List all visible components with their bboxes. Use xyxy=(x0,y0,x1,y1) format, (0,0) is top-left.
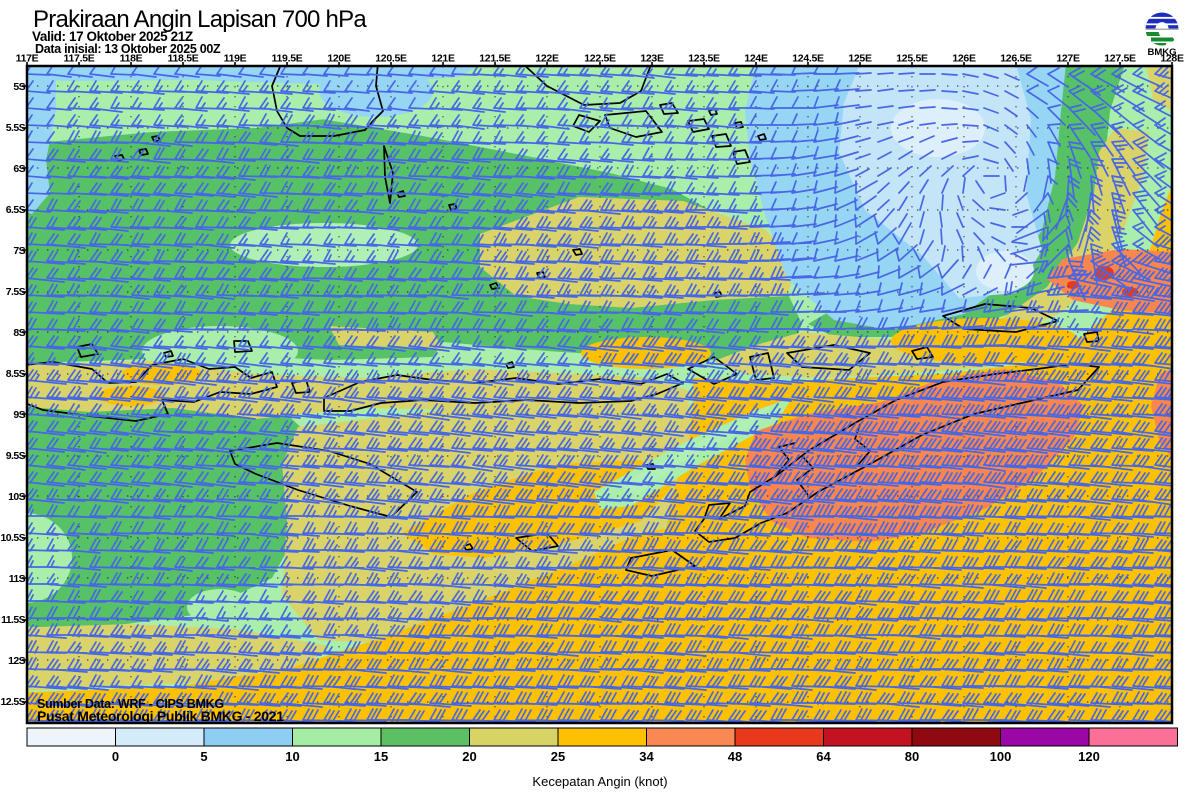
svg-text:Data inisial: 13 Oktober 2025: Data inisial: 13 Oktober 2025 00Z xyxy=(35,42,221,56)
svg-text:Valid: 17 Oktober 2025 21Z: Valid: 17 Oktober 2025 21Z xyxy=(32,29,193,44)
svg-text:126E: 126E xyxy=(952,53,976,65)
svg-text:64: 64 xyxy=(816,749,831,764)
svg-text:122E: 122E xyxy=(535,53,559,65)
svg-text:124E: 124E xyxy=(744,53,768,65)
svg-text:125E: 125E xyxy=(848,53,872,65)
svg-text:10S: 10S xyxy=(8,491,25,503)
svg-text:9.5S: 9.5S xyxy=(6,450,26,462)
svg-text:126.5E: 126.5E xyxy=(1000,53,1032,65)
svg-text:7.5S: 7.5S xyxy=(6,286,26,298)
svg-text:BMKG: BMKG xyxy=(1147,47,1176,58)
svg-text:25: 25 xyxy=(551,749,565,764)
svg-text:20: 20 xyxy=(462,749,476,764)
svg-text:121E: 121E xyxy=(431,53,455,65)
svg-text:5: 5 xyxy=(200,749,207,764)
svg-text:10.5S: 10.5S xyxy=(1,532,26,544)
svg-text:118E: 118E xyxy=(120,53,143,65)
svg-text:100: 100 xyxy=(990,749,1012,764)
svg-text:119.5E: 119.5E xyxy=(272,53,303,65)
svg-text:6S: 6S xyxy=(13,163,25,175)
svg-text:119E: 119E xyxy=(224,53,247,65)
svg-text:11S: 11S xyxy=(9,573,26,585)
svg-text:118.5E: 118.5E xyxy=(168,53,199,65)
svg-text:Sumber Data: WRF - CIPS BMKG: Sumber Data: WRF - CIPS BMKG xyxy=(37,697,224,711)
svg-text:120E: 120E xyxy=(327,53,351,65)
svg-text:12S: 12S xyxy=(8,655,25,667)
svg-text:7S: 7S xyxy=(13,245,25,257)
svg-text:9S: 9S xyxy=(13,409,25,421)
svg-text:120: 120 xyxy=(1078,749,1100,764)
svg-text:15: 15 xyxy=(374,749,388,764)
svg-text:128E: 128E xyxy=(1160,53,1184,65)
svg-text:117E: 117E xyxy=(16,53,39,65)
svg-text:Kecepatan Angin (knot): Kecepatan Angin (knot) xyxy=(532,774,667,789)
svg-text:122.5E: 122.5E xyxy=(584,53,616,65)
svg-text:Prakiraan Angin Lapisan 700 hP: Prakiraan Angin Lapisan 700 hPa xyxy=(33,6,367,33)
svg-text:5.5S: 5.5S xyxy=(6,122,26,134)
svg-text:125.5E: 125.5E xyxy=(896,53,928,65)
svg-text:34: 34 xyxy=(639,749,654,764)
svg-text:123E: 123E xyxy=(640,53,664,65)
svg-text:117.5E: 117.5E xyxy=(64,53,95,65)
svg-text:12.5S: 12.5S xyxy=(1,696,26,708)
svg-text:80: 80 xyxy=(905,749,919,764)
svg-text:127.5E: 127.5E xyxy=(1104,53,1136,65)
svg-text:Pusat Meteorologi Publik BMKG: Pusat Meteorologi Publik BMKG - 2021 xyxy=(37,708,284,724)
svg-text:48: 48 xyxy=(728,749,742,764)
svg-text:8.5S: 8.5S xyxy=(6,368,26,380)
svg-text:120.5E: 120.5E xyxy=(375,53,407,65)
svg-text:123.5E: 123.5E xyxy=(688,53,720,65)
svg-text:121.5E: 121.5E xyxy=(479,53,511,65)
svg-text:124.5E: 124.5E xyxy=(792,53,824,65)
svg-text:10: 10 xyxy=(285,749,299,764)
svg-text:6.5S: 6.5S xyxy=(6,204,26,216)
svg-text:0: 0 xyxy=(112,749,119,764)
svg-text:127E: 127E xyxy=(1056,53,1080,65)
svg-text:11.5S: 11.5S xyxy=(1,614,25,626)
svg-text:8S: 8S xyxy=(13,327,25,339)
svg-text:5S: 5S xyxy=(13,81,25,93)
